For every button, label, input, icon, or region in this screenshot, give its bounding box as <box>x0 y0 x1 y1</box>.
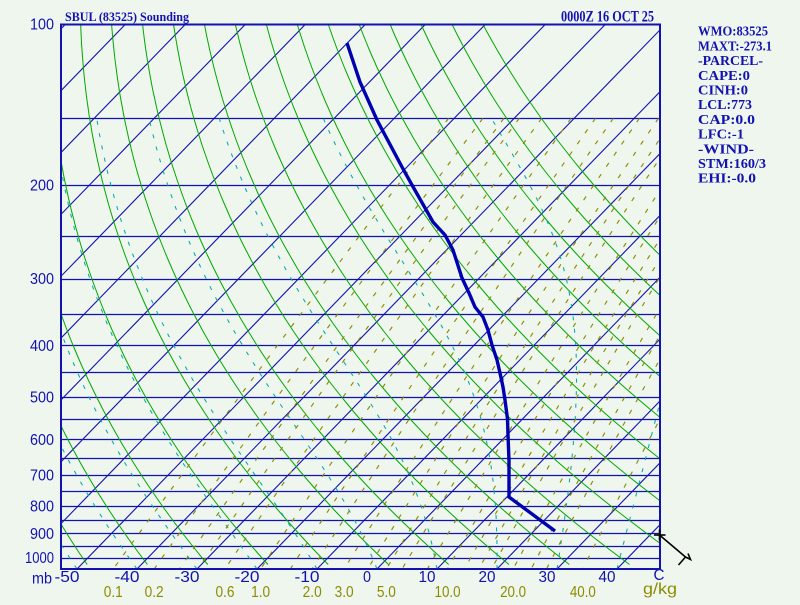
svg-text:0.2: 0.2 <box>145 584 164 600</box>
svg-text:EHI:-0.0: EHI:-0.0 <box>698 172 756 187</box>
svg-text:LCL:773: LCL:773 <box>698 98 752 113</box>
svg-text:300: 300 <box>30 271 54 288</box>
svg-text:0: 0 <box>363 569 371 586</box>
svg-text:-20: -20 <box>235 569 260 586</box>
svg-text:CAPE:0: CAPE:0 <box>698 69 750 84</box>
svg-text:-50: -50 <box>55 569 80 586</box>
svg-text:20.0: 20.0 <box>500 584 526 600</box>
svg-text:0000Z 16 OCT 25: 0000Z 16 OCT 25 <box>561 9 654 26</box>
svg-text:C: C <box>654 567 665 584</box>
svg-text:-PARCEL-: -PARCEL- <box>698 54 763 69</box>
svg-text:-WIND-: -WIND- <box>698 142 754 157</box>
svg-text:500: 500 <box>30 390 54 407</box>
svg-text:-40: -40 <box>115 569 140 586</box>
svg-text:SBUL (83525) Sounding: SBUL (83525) Sounding <box>65 10 190 24</box>
svg-text:10.0: 10.0 <box>435 584 461 600</box>
svg-text:STM:160/3: STM:160/3 <box>698 157 766 172</box>
svg-text:10: 10 <box>419 569 436 586</box>
svg-text:40.0: 40.0 <box>570 584 596 600</box>
svg-text:800: 800 <box>30 498 54 515</box>
svg-text:CINH:0: CINH:0 <box>698 84 748 99</box>
svg-text:600: 600 <box>30 432 54 449</box>
svg-text:5.0: 5.0 <box>377 584 396 600</box>
svg-text:CAP:0.0: CAP:0.0 <box>698 113 755 128</box>
svg-text:100: 100 <box>30 17 54 34</box>
svg-text:400: 400 <box>30 338 54 355</box>
svg-text:0.6: 0.6 <box>215 584 234 600</box>
svg-text:MAXT:-273.1: MAXT:-273.1 <box>698 39 772 54</box>
svg-text:700: 700 <box>30 468 54 485</box>
svg-text:0.1: 0.1 <box>104 584 123 600</box>
svg-text:-10: -10 <box>295 569 320 586</box>
svg-text:2.0: 2.0 <box>303 584 322 600</box>
svg-text:20: 20 <box>479 569 496 586</box>
svg-text:-30: -30 <box>175 569 200 586</box>
svg-text:3.0: 3.0 <box>335 584 354 600</box>
svg-text:30: 30 <box>539 569 556 586</box>
svg-text:WMO:83525: WMO:83525 <box>698 25 768 40</box>
svg-text:900: 900 <box>30 526 54 543</box>
svg-text:mb: mb <box>32 571 52 588</box>
svg-text:1.0: 1.0 <box>251 584 270 600</box>
svg-text:g/kg: g/kg <box>643 581 677 598</box>
svg-text:LFC:-1: LFC:-1 <box>698 128 744 143</box>
svg-text:40: 40 <box>599 569 616 586</box>
svg-text:1000: 1000 <box>25 550 54 567</box>
svg-text:200: 200 <box>30 177 54 194</box>
